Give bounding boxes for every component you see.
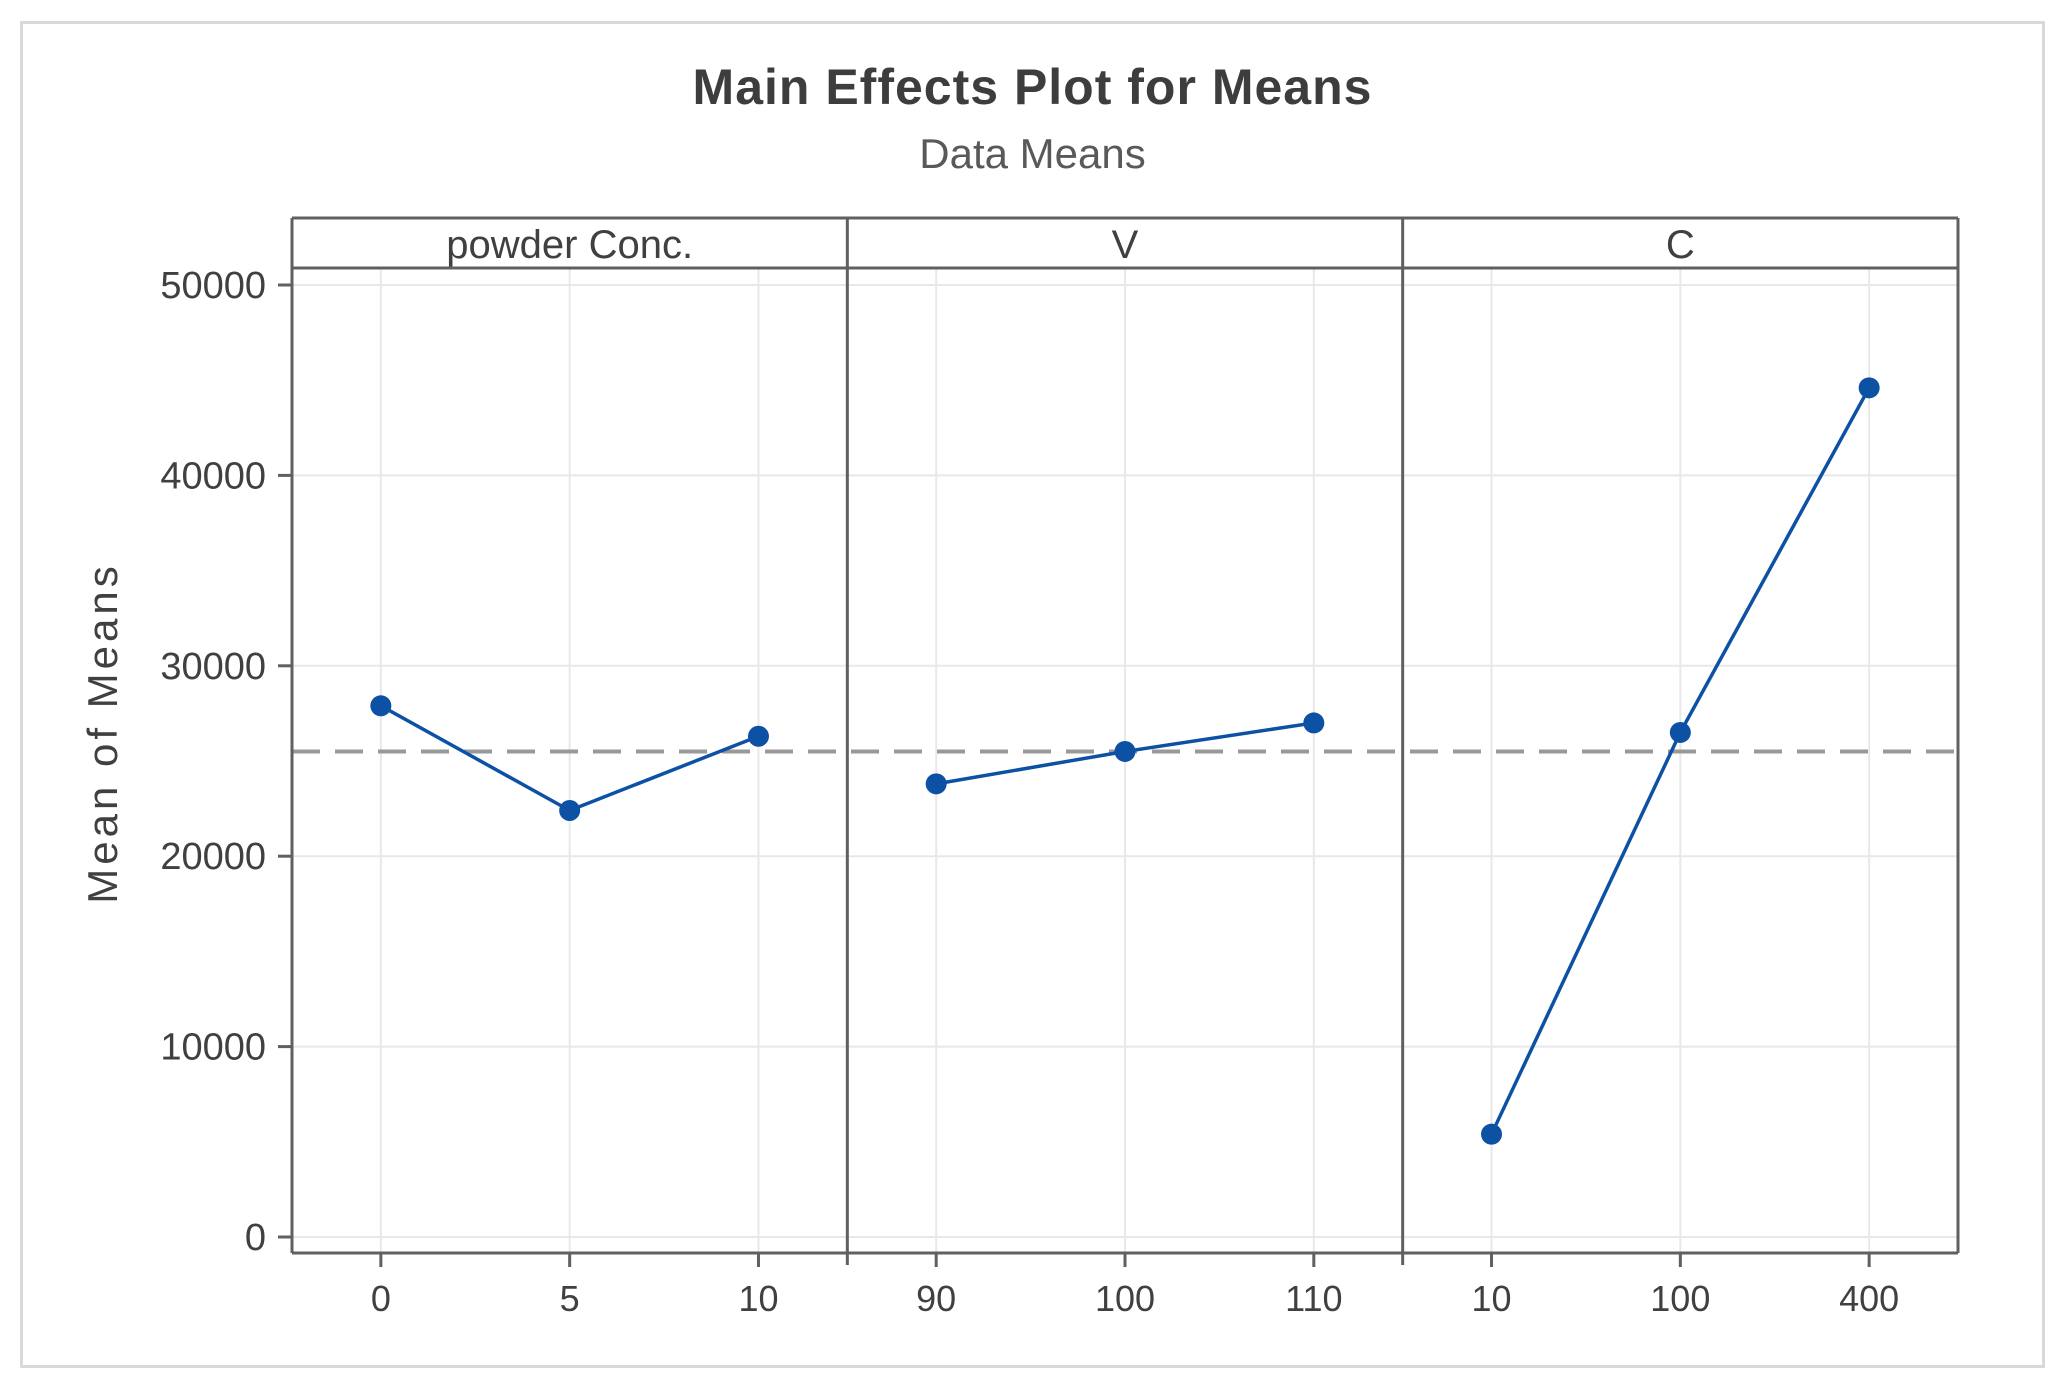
data-point bbox=[925, 773, 947, 795]
figure-border bbox=[20, 21, 2045, 1368]
y-tick-label: 20000 bbox=[160, 836, 266, 878]
x-tick-label: 100 bbox=[1095, 1278, 1155, 1319]
data-point bbox=[559, 800, 581, 822]
x-tick-label: 10 bbox=[738, 1278, 778, 1319]
data-point bbox=[1481, 1123, 1503, 1145]
chart-title: Main Effects Plot for Means bbox=[692, 59, 1373, 115]
panel-header-label: V bbox=[1112, 223, 1139, 267]
x-tick-label: 0 bbox=[371, 1278, 391, 1319]
x-tick-label: 10 bbox=[1471, 1278, 1511, 1319]
y-tick-label: 50000 bbox=[160, 265, 266, 307]
x-tick-label: 5 bbox=[560, 1278, 580, 1319]
data-point bbox=[1669, 721, 1691, 743]
data-point bbox=[1303, 712, 1325, 734]
y-tick-label: 0 bbox=[245, 1217, 266, 1259]
x-tick-label: 400 bbox=[1839, 1278, 1899, 1319]
x-tick-label: 100 bbox=[1650, 1278, 1710, 1319]
y-tick-label: 30000 bbox=[160, 646, 266, 688]
y-tick-label: 40000 bbox=[160, 455, 266, 497]
data-point bbox=[1858, 377, 1880, 399]
data-point bbox=[370, 695, 392, 717]
panel-header-label: powder Conc. bbox=[446, 223, 693, 267]
x-tick-label: 110 bbox=[1285, 1278, 1342, 1319]
x-tick-label: 90 bbox=[916, 1278, 956, 1319]
y-tick-label: 10000 bbox=[160, 1027, 266, 1069]
panel-header-label: C bbox=[1666, 223, 1695, 267]
data-point bbox=[747, 725, 769, 747]
data-point bbox=[1114, 740, 1136, 762]
chart-subtitle: Data Means bbox=[919, 130, 1146, 177]
